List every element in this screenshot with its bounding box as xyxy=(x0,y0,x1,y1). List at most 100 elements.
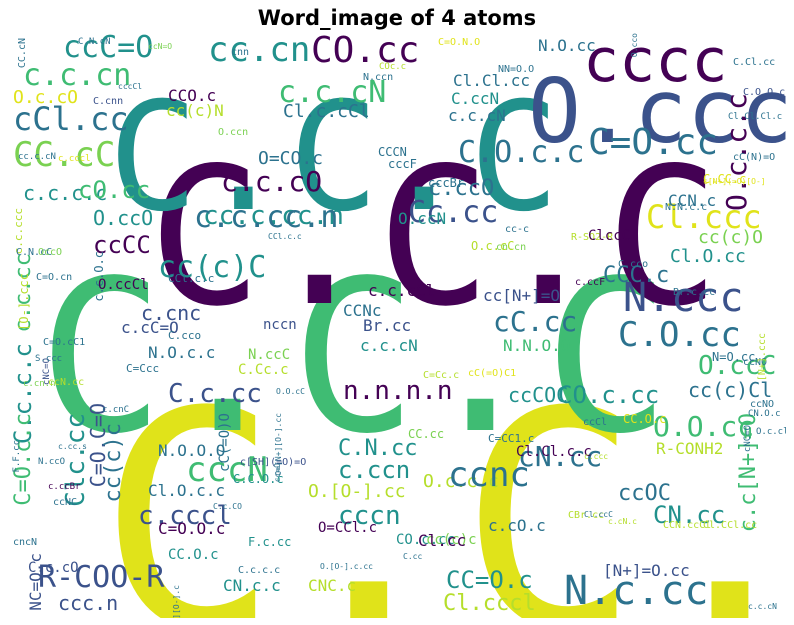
word-cloud-entry: cccN xyxy=(186,450,268,490)
word-cloud-entry: C.N.cC xyxy=(16,247,53,258)
word-cloud-entry: CCO.c xyxy=(168,86,217,105)
word-cloud-entry: c.cnc xyxy=(141,301,202,325)
word-cloud-entry: CCN.c xyxy=(668,191,717,210)
word-cloud-entry: C.cnn xyxy=(93,96,124,107)
word-cloud-entry: F.c.cc xyxy=(248,535,292,549)
word-cloud-entry: c.c.cCl xyxy=(368,281,436,300)
word-cloud-entry: C.c.cc xyxy=(168,379,262,409)
word-cloud-entry: O.c.cl xyxy=(756,427,786,437)
word-cloud-entry: cccF xyxy=(388,157,417,171)
word-cloud-entry: O.c.cO xyxy=(13,87,79,108)
word-cloud-entry: ccNO xyxy=(743,357,768,368)
word-cloud-entry: c.c.c.c xyxy=(23,181,108,205)
word-cloud-entry: O.ccCl xyxy=(98,277,149,293)
word-cloud-entry: ccOC xyxy=(618,481,671,506)
word-cloud-entry: O=[N+][O-].c xyxy=(172,585,181,618)
word-cloud-entry: Cl.O.cc xyxy=(670,246,746,267)
word-cloud-entry: cccc xyxy=(583,33,728,96)
word-cloud-entry: Cl.Cl.cc xyxy=(453,71,531,90)
word-cloud-entry: COc.c xyxy=(379,62,407,72)
word-cloud-entry: O.[O-].cc xyxy=(308,481,406,502)
word-cloud-entry: C.c.cO xyxy=(28,560,79,576)
word-cloud-entry: N.ccn xyxy=(363,72,394,83)
word-cloud-entry: c.cN.c xyxy=(608,517,637,526)
word-cloud-entry: cc(c)Cl xyxy=(688,378,773,402)
word-cloud-entry: CCC.c xyxy=(603,263,670,288)
word-cloud-entry: C=Ccc xyxy=(126,362,160,375)
word-cloud-entry: N.N.c.c xyxy=(665,202,708,213)
word-cloud-entry: O.cco xyxy=(630,33,639,58)
word-cloud-entry: ccCl xyxy=(583,417,608,428)
word-cloud-entry: O.O.cC xyxy=(276,387,305,396)
word-cloud-entry: cc.cn xyxy=(208,33,311,70)
word-cloud-entry: [N+].ccc xyxy=(757,333,768,382)
word-cloud-entry: cc(c)O xyxy=(698,227,764,248)
word-cloud-entry: S.ccc xyxy=(35,354,63,364)
word-cloud-entry: C.O.cc xyxy=(618,315,741,355)
word-cloud-entry: ccN.cc xyxy=(48,377,85,388)
word-cloud-entry: c.cccl xyxy=(58,154,91,164)
word-cloud-entry: ccc.n xyxy=(58,591,119,615)
word-cloud-entry: Cc.cc xyxy=(408,195,499,230)
word-cloud-entry: c.cn.n xyxy=(23,379,56,389)
word-cloud-entry: c.cnC xyxy=(102,405,130,415)
word-cloud-entry: CBr.cc xyxy=(568,510,605,521)
word-cloud-entry: O.ccC xyxy=(698,351,777,381)
word-cloud-entry: CC.cc xyxy=(408,427,445,441)
word-cloud-entry: cc(c)c xyxy=(426,532,477,548)
word-cloud-entry: C.c.CO xyxy=(213,502,242,511)
word-cloud-entry: CCNc xyxy=(343,301,382,320)
word-cloud-entry: Br.cc xyxy=(363,316,412,335)
word-cloud-entry: O.O.cc xyxy=(653,410,755,443)
word-cloud-entry: c.c.cN xyxy=(448,106,506,125)
word-cloud-entry: C=O.cc xyxy=(588,122,719,163)
word-cloud-entry: c.ccc xyxy=(584,452,609,461)
word-cloud-entry: F.F.cc xyxy=(12,440,22,473)
word-cloud-entry: O=CCl.c xyxy=(318,520,378,536)
word-cloud-entry: cCl.cc xyxy=(13,100,129,138)
word-cloud-entry: cn.cn xyxy=(496,242,527,253)
word-cloud-entry: O.ccn xyxy=(218,127,249,138)
word-cloud: C.C.CC.C.CC.C.CC.C.CO.cccccccC=O.ccCCC.c… xyxy=(8,33,786,618)
word-cloud-entry: C.c.c.c xyxy=(238,565,281,576)
word-cloud-entry: N.ccC xyxy=(248,347,291,363)
word-cloud-entry: ClccCl xyxy=(588,228,639,244)
word-cloud-entry: Cl.ccC xyxy=(584,510,613,519)
word-cloud-entry: Cl.ccc xyxy=(646,198,762,236)
word-cloud-entry: C.C.C xyxy=(38,235,671,480)
word-cloud-entry: c[SH](=O)=O xyxy=(240,457,307,468)
word-cloud-entry: O=CO.c xyxy=(258,148,324,169)
word-cloud-entry: C=O.O.c xyxy=(158,519,226,538)
word-cloud-entry: CO.cc xyxy=(311,33,420,71)
word-cloud-entry: C=CC1.c xyxy=(488,432,535,445)
word-cloud-entry: CO.c.cc xyxy=(396,532,456,548)
word-cloud-entry: c.ccF xyxy=(575,277,606,288)
word-cloud-entry: c.c.cN xyxy=(360,336,418,355)
word-cloud-entry: CC.cN xyxy=(17,38,28,69)
word-cloud-entry: R-CONH2 xyxy=(656,439,724,458)
word-cloud-entry: CN.O.c xyxy=(748,409,781,419)
word-cloud-entry: [O-].ccc xyxy=(17,273,31,331)
word-cloud-entry: cC.cc xyxy=(493,305,578,338)
word-cloud-entry: c.c.cO xyxy=(221,165,323,198)
word-cloud-entry: cccCl xyxy=(118,82,143,91)
word-cloud-entry: CN.c.c xyxy=(223,576,281,595)
word-cloud-entry: C.Cc.c xyxy=(238,362,289,378)
word-cloud-entry: c.ccn xyxy=(338,456,411,484)
word-cloud-entry: O.ccN xyxy=(398,209,447,228)
word-cloud-entry: cNC=O xyxy=(743,425,753,453)
word-cloud-entry: CC=O.c xyxy=(446,566,533,594)
word-cloud-entry: c.cO.c xyxy=(488,516,546,535)
word-cloud-entry: O.ccc xyxy=(528,60,786,163)
word-cloud-entry: N.O.c.c xyxy=(148,343,216,362)
word-cloud-entry: cc(c)N xyxy=(166,101,224,120)
word-cloud-entry: CNC.c xyxy=(308,576,357,595)
word-cloud-entry: O.ccO xyxy=(93,206,154,230)
word-cloud-entry: c.c.cN xyxy=(278,75,387,110)
word-cloud-entry: C=O.N.O xyxy=(438,37,481,48)
word-cloud-entry: cccn xyxy=(338,501,401,531)
word-cloud-entry: Cl.cc xyxy=(418,531,467,550)
word-cloud-entry: C.O.c.c xyxy=(458,135,585,170)
word-cloud-entry: Cl.Cl.c.c xyxy=(516,444,592,460)
word-cloud-entry: R-COO-R xyxy=(38,560,165,595)
